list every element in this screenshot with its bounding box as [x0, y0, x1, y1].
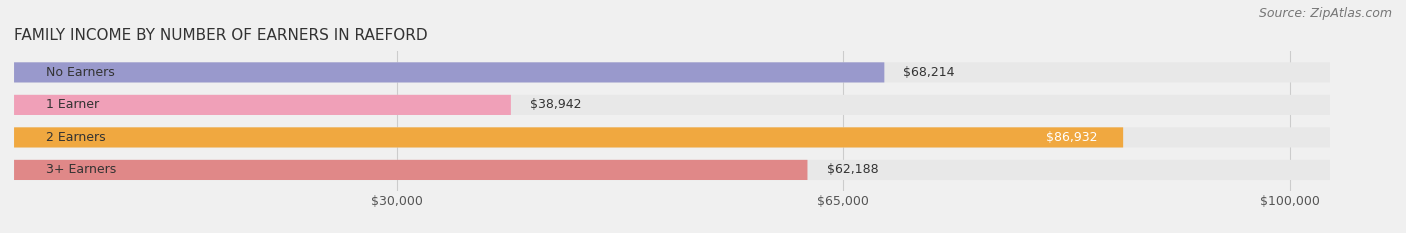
- Text: No Earners: No Earners: [46, 66, 115, 79]
- FancyBboxPatch shape: [14, 160, 807, 180]
- Text: $62,188: $62,188: [827, 163, 879, 176]
- FancyBboxPatch shape: [14, 95, 1330, 115]
- Text: FAMILY INCOME BY NUMBER OF EARNERS IN RAEFORD: FAMILY INCOME BY NUMBER OF EARNERS IN RA…: [14, 28, 427, 43]
- Text: 3+ Earners: 3+ Earners: [46, 163, 117, 176]
- FancyBboxPatch shape: [14, 62, 1330, 82]
- Text: Source: ZipAtlas.com: Source: ZipAtlas.com: [1258, 7, 1392, 20]
- FancyBboxPatch shape: [14, 127, 1330, 147]
- Text: 2 Earners: 2 Earners: [46, 131, 105, 144]
- Text: $68,214: $68,214: [904, 66, 955, 79]
- FancyBboxPatch shape: [14, 127, 1123, 147]
- FancyBboxPatch shape: [14, 62, 884, 82]
- FancyBboxPatch shape: [14, 95, 510, 115]
- Text: $38,942: $38,942: [530, 98, 582, 111]
- Text: 1 Earner: 1 Earner: [46, 98, 98, 111]
- Text: $86,932: $86,932: [1046, 131, 1098, 144]
- FancyBboxPatch shape: [14, 160, 1330, 180]
